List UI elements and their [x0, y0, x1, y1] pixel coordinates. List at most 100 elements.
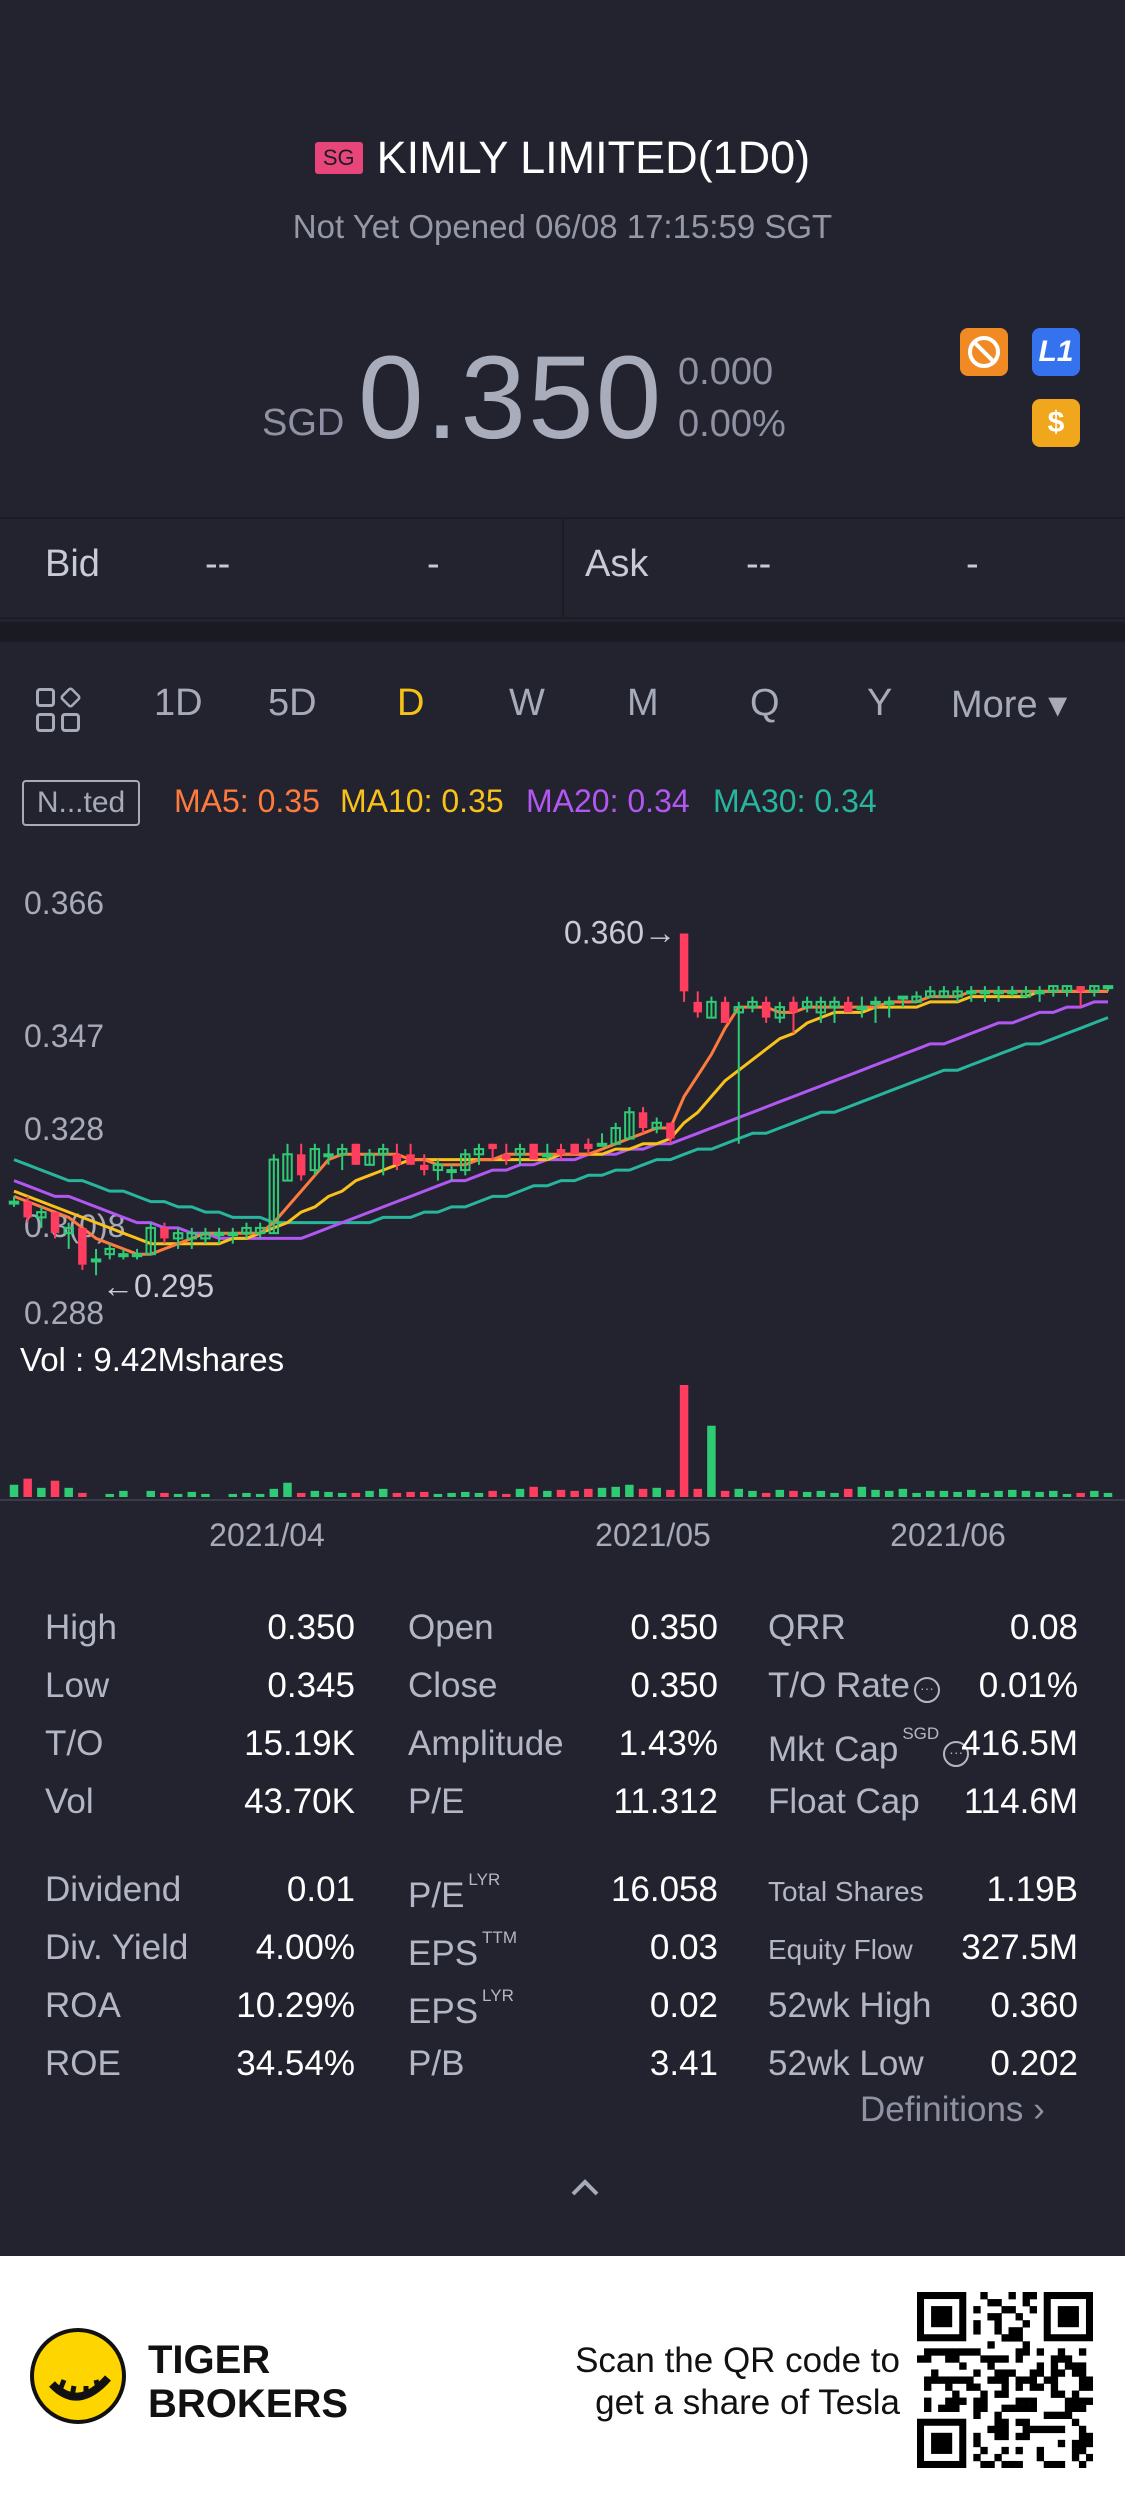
volume-bar	[707, 1425, 716, 1497]
volume-bar	[365, 1490, 374, 1497]
volume-bar	[570, 1490, 579, 1497]
ma20-label: MA20: 0.34	[526, 783, 690, 819]
definitions-link[interactable]: Definitions ›	[860, 2090, 1045, 2129]
qr-module	[1078, 2383, 1087, 2391]
info-icon[interactable]: ···	[943, 1741, 970, 1767]
tab-weekly[interactable]: W	[509, 682, 545, 724]
dollar-icon[interactable]: $	[1032, 399, 1080, 447]
candle-body	[897, 995, 909, 1000]
volume-bar	[201, 1493, 210, 1497]
adjust-mode-button[interactable]: N...ted	[22, 780, 140, 826]
qr-finder	[931, 2306, 953, 2328]
x-axis-ticks: 2021/04 2021/05 2021/06	[209, 1517, 1006, 1553]
qr-module	[1008, 2327, 1016, 2335]
qr-module	[973, 2453, 981, 2462]
stat-label: 52wk High	[768, 1986, 932, 2025]
candle-body	[1061, 985, 1073, 993]
tab-quarterly[interactable]: Q	[750, 682, 780, 724]
qr-module	[931, 2376, 939, 2384]
stat-value: 327.5M	[961, 1928, 1078, 1967]
no-short-sell-icon[interactable]	[960, 328, 1008, 376]
volume-bar	[37, 1487, 46, 1497]
candle-body	[8, 1200, 20, 1205]
stat-label: T/O Rate ···	[768, 1666, 940, 1706]
qr-module	[994, 2411, 1002, 2420]
candle-body	[1020, 990, 1032, 998]
qr-module	[1050, 2383, 1059, 2391]
qr-module	[994, 2313, 1002, 2321]
volume-bar	[748, 1490, 757, 1497]
qr-module	[973, 2397, 981, 2405]
stat-value: 10.29%	[236, 1986, 355, 2025]
candle-body	[720, 1001, 730, 1023]
candle-body	[488, 1143, 497, 1150]
qr-module	[1036, 2383, 1045, 2391]
qr-module	[1064, 2411, 1073, 2420]
qr-module	[994, 2355, 1002, 2363]
volume-bar	[898, 1488, 908, 1497]
candle-body	[432, 1163, 444, 1172]
qr-module	[1043, 2376, 1052, 2384]
qr-module	[924, 2397, 932, 2405]
volume-bar	[433, 1493, 443, 1497]
tab-1d[interactable]: 1D	[154, 682, 203, 724]
stat-label: EPS LYR	[408, 1986, 514, 2031]
tab-monthly[interactable]: M	[627, 682, 659, 724]
stat-value: 1.43%	[618, 1724, 718, 1763]
qr-module	[1036, 2425, 1045, 2434]
candle-body	[200, 1232, 211, 1240]
y-tick-label: 0.328	[24, 1111, 104, 1147]
qr-module	[973, 2320, 981, 2328]
candle-body	[747, 1000, 758, 1009]
qr-module	[1064, 2404, 1073, 2412]
qr-module	[1015, 2348, 1023, 2356]
stat-label: ROE	[45, 2044, 121, 2083]
qr-module	[994, 2327, 1002, 2335]
chart-layout-icon[interactable]	[36, 686, 82, 734]
stat-label: Div. Yield	[45, 1928, 189, 1967]
qr-module	[945, 2348, 953, 2356]
tab-more[interactable]: More ▾	[951, 684, 1068, 726]
volume-bar	[1076, 1492, 1085, 1497]
stat-label: ROA	[45, 1986, 121, 2025]
candle-body	[336, 1148, 348, 1156]
stat-value: 0.350	[630, 1666, 718, 1705]
collapse-chevron-icon[interactable]	[568, 2170, 602, 2204]
price-currency: SGD	[262, 402, 345, 444]
qr-module	[1015, 2460, 1023, 2468]
stat-value: 34.54%	[236, 2044, 355, 2083]
x-tick-label: 2021/04	[209, 1517, 325, 1553]
qr-module	[1043, 2411, 1052, 2420]
qr-module	[945, 2355, 953, 2363]
stat-label: QRR	[768, 1608, 846, 1647]
level1-icon[interactable]: L1	[1032, 328, 1080, 376]
candle-body	[78, 1227, 87, 1265]
candle-body	[774, 1006, 786, 1019]
qr-module	[1001, 2306, 1009, 2314]
candle-body	[761, 1001, 771, 1018]
qr-module	[1022, 2376, 1030, 2384]
qr-module	[1015, 2355, 1023, 2363]
bid-price: --	[205, 543, 231, 585]
candle-body	[254, 1226, 266, 1235]
qr-module	[973, 2411, 981, 2420]
tab-5d[interactable]: 5D	[268, 682, 317, 724]
info-icon[interactable]: ···	[913, 1677, 940, 1703]
qr-module	[1008, 2334, 1016, 2342]
tab-yearly[interactable]: Y	[867, 682, 893, 724]
qr-module	[973, 2404, 981, 2412]
qr-module	[1078, 2425, 1087, 2434]
candle-body	[706, 1000, 717, 1019]
tab-daily[interactable]: D	[397, 682, 425, 724]
volume-bar	[967, 1489, 976, 1497]
stat-value: 0.350	[267, 1608, 355, 1647]
volume-bar	[1103, 1492, 1113, 1497]
stat-label: Amplitude	[408, 1724, 564, 1763]
qr-module	[994, 2376, 1002, 2384]
candle-body	[693, 1001, 702, 1013]
ask-size: -	[966, 543, 979, 585]
qr-module	[1071, 2362, 1080, 2370]
ma-lines	[13, 989, 1109, 1256]
volume-bar	[420, 1491, 429, 1497]
